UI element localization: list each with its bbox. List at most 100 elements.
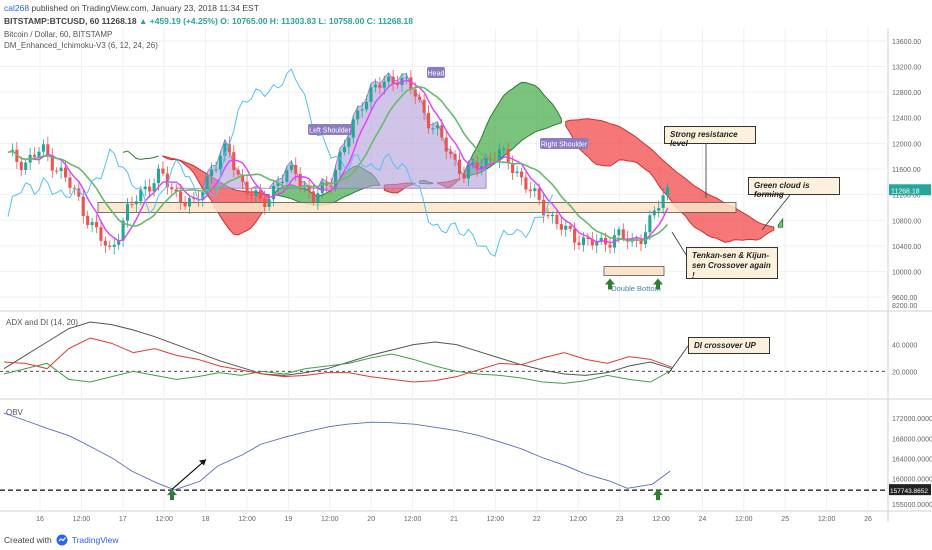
candle-body xyxy=(55,170,59,172)
green-cloud xyxy=(777,217,784,228)
y-tick-label: 12800.00 xyxy=(892,90,921,97)
candle-body xyxy=(214,169,218,171)
kijun-sen-line xyxy=(7,86,669,242)
candle-body xyxy=(577,242,581,246)
candle-body xyxy=(542,199,546,216)
candle-body xyxy=(148,186,152,192)
candle-body xyxy=(648,215,652,233)
head-label-bg xyxy=(427,67,445,78)
candle-body xyxy=(249,194,254,196)
candle-body xyxy=(599,237,603,242)
up-arrow-icon xyxy=(167,489,177,501)
footer: Created with TradingView xyxy=(4,534,119,546)
y-tick-label: 10400.00 xyxy=(892,244,921,251)
candle-body xyxy=(187,198,192,207)
callout-strong-resistance: Strong resistance level xyxy=(664,126,756,148)
adx-y-tick: 40.0000 xyxy=(892,343,917,350)
x-tick-label: 19 xyxy=(285,516,293,523)
author-link[interactable]: cal268 xyxy=(4,3,30,13)
candle-body xyxy=(608,244,612,248)
candle-body xyxy=(639,240,643,245)
obv-y-tick: 164000.0000 xyxy=(892,457,932,464)
obv-y-tick: 172000.0000 xyxy=(892,416,932,423)
candle-body xyxy=(342,146,346,153)
ohlc-values: O: 10765.00 H: 11303.83 L: 10758.00 C: 1… xyxy=(220,16,413,26)
candle-body xyxy=(449,151,453,154)
candle-body xyxy=(329,185,333,188)
candle-body xyxy=(223,143,227,156)
support-resistance-zones xyxy=(97,202,737,276)
candle-body xyxy=(294,164,298,174)
y-tick-label: 8200.00 xyxy=(892,303,917,310)
adx-series-adx xyxy=(3,321,673,376)
candle-body xyxy=(559,224,563,230)
x-tick-label: 16 xyxy=(36,516,44,523)
candle-body xyxy=(90,222,94,226)
candle-body xyxy=(391,76,395,84)
callout-pointer xyxy=(671,231,689,259)
candle-body xyxy=(382,81,386,88)
adx-y-tick: 20.0000 xyxy=(892,369,917,376)
adx-series-di xyxy=(3,353,673,384)
x-tick-label: 12:00 xyxy=(155,516,173,523)
candle-body xyxy=(63,167,68,178)
candle-body xyxy=(311,191,315,203)
candle-body xyxy=(369,87,373,102)
candle-body xyxy=(550,214,555,217)
symbol-line: BITSTAMP:BTCUSD, 60 11268.18 ▲ +459.19 (… xyxy=(4,16,413,26)
candle-body xyxy=(307,185,311,192)
y-tick-label: 13200.00 xyxy=(892,64,921,71)
x-tick-label: 24 xyxy=(699,516,707,523)
x-tick-label: 23 xyxy=(616,516,624,523)
candle-body xyxy=(174,189,178,192)
candle-body xyxy=(568,225,572,229)
candle-body xyxy=(497,149,501,161)
candle-body xyxy=(298,173,302,187)
candle-body xyxy=(267,199,271,207)
y-tick-label: 11600.00 xyxy=(892,167,921,174)
y-tick-label: 12400.00 xyxy=(892,116,921,123)
trend-arrow xyxy=(171,459,207,490)
last-price-tag xyxy=(889,184,931,196)
ichimoku-lines xyxy=(7,68,669,257)
candle-body xyxy=(475,162,479,170)
candle-body xyxy=(68,177,72,188)
candle-body xyxy=(280,181,285,184)
tradingview-logo-icon xyxy=(56,534,68,546)
candle-body xyxy=(590,239,594,246)
x-tick-label: 12:00 xyxy=(569,516,587,523)
candle-body xyxy=(46,144,50,156)
candle-body xyxy=(108,245,112,247)
candle-body xyxy=(125,204,130,221)
up-arrow-icon xyxy=(605,278,615,290)
candle-body xyxy=(422,99,426,113)
y-tick-label: 9600.00 xyxy=(892,295,917,302)
candle-body xyxy=(99,227,103,241)
candle-body xyxy=(338,152,342,170)
candle-body xyxy=(117,240,121,245)
candle-body xyxy=(404,77,408,79)
candle-body xyxy=(373,84,377,88)
callout-pointer xyxy=(667,345,689,375)
x-tick-label: 12:00 xyxy=(238,516,256,523)
head-label: Head xyxy=(428,71,445,78)
candle-body xyxy=(356,110,360,120)
candle-body xyxy=(241,174,245,182)
obv-y-tick: 160000.0000 xyxy=(892,477,932,484)
x-tick-label: 18 xyxy=(202,516,210,523)
callout-green-cloud: Green cloud is forming xyxy=(748,177,840,199)
candle-body xyxy=(258,190,262,199)
x-tick-label: 12:00 xyxy=(73,516,91,523)
candle-body xyxy=(440,125,444,138)
candle-body xyxy=(205,175,209,193)
candle-body xyxy=(657,208,661,211)
candle-body xyxy=(245,181,249,195)
candle-body xyxy=(480,166,484,170)
symbol-label: BITSTAMP:BTCUSD, 60 xyxy=(4,16,100,26)
candle-body xyxy=(426,112,431,129)
candle-body xyxy=(347,137,351,147)
candle-body xyxy=(152,183,156,192)
y-tick-label: 11200.00 xyxy=(892,193,921,200)
tradingview-brand[interactable]: TradingView xyxy=(71,535,119,545)
